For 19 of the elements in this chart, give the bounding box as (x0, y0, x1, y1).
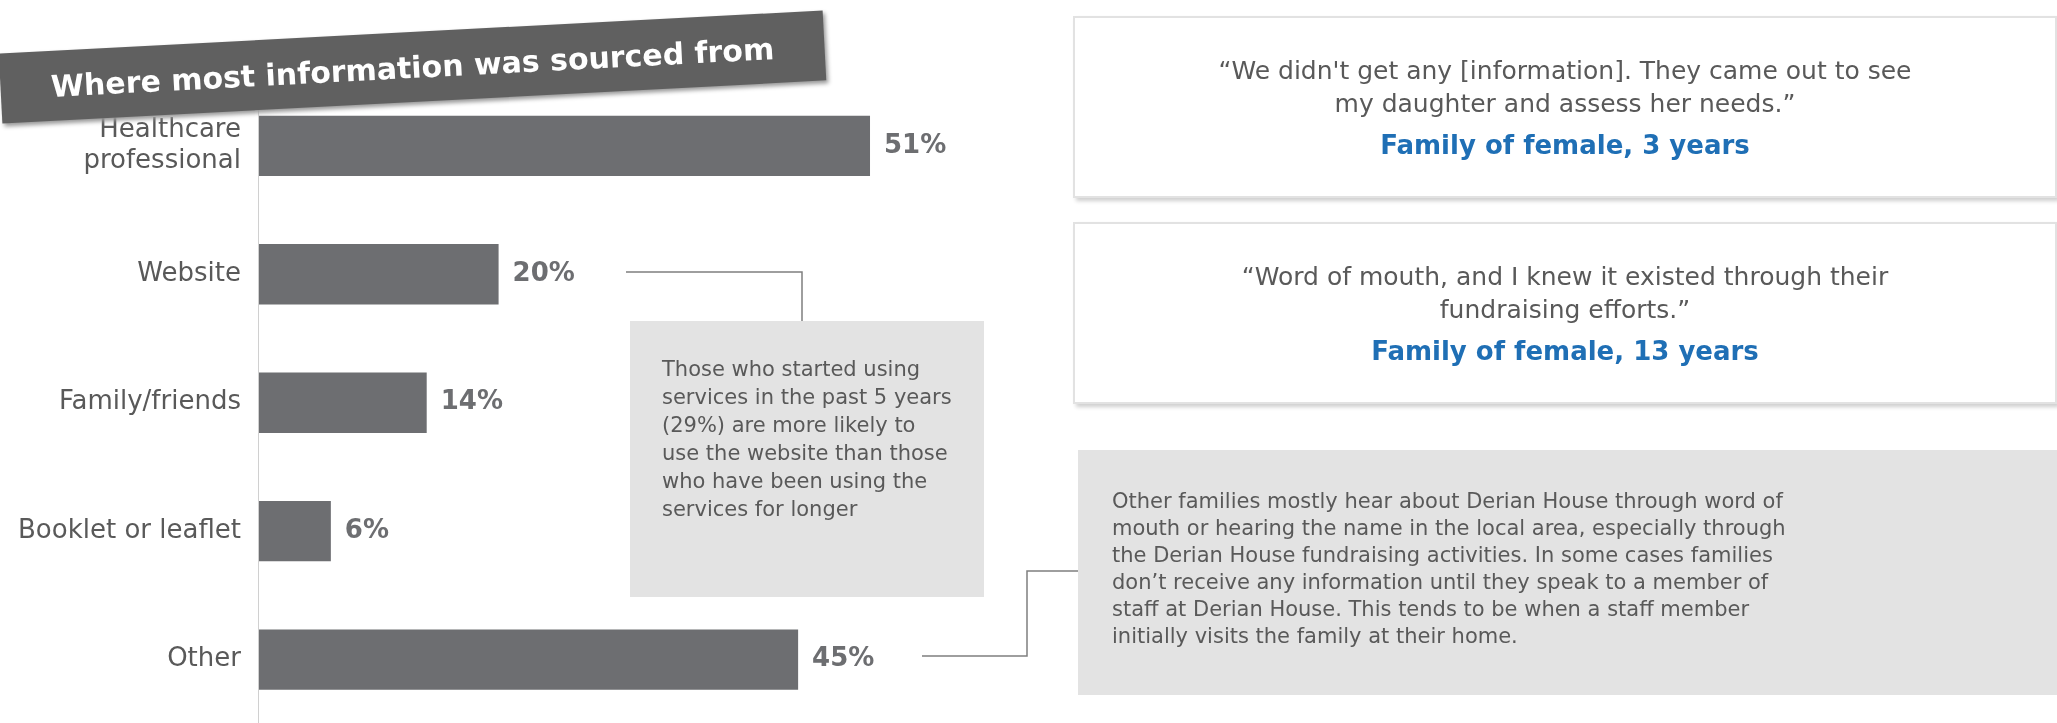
text: Family of female, 13 years (1371, 336, 1759, 366)
y-tick-label: Booklet or leaflet (18, 513, 241, 544)
y-tick-label: Other (167, 642, 242, 673)
chart-title: Where most information was sourced from (49, 30, 776, 104)
y-tick-label: Healthcare professional (83, 112, 241, 175)
data-label: 45% (812, 642, 875, 673)
data-label: 6% (344, 513, 390, 544)
text: “We didn't get any [information]. They came out to see my daughter and assess her needs.” (1217, 55, 1913, 120)
bar (258, 629, 799, 690)
y-tick-label: Website (137, 257, 241, 288)
data-label: 20% (512, 257, 575, 288)
text: Family of female, 3 years (1380, 130, 1750, 160)
bar (258, 500, 331, 562)
bar (258, 372, 427, 433)
bar (258, 244, 499, 305)
data-label: 51% (884, 128, 947, 159)
data-label: 14% (440, 385, 503, 416)
y-tick-label: Family/friends (58, 385, 241, 416)
text: “Word of mouth, and I knew it existed through their fundraising efforts.” (1240, 261, 1890, 326)
